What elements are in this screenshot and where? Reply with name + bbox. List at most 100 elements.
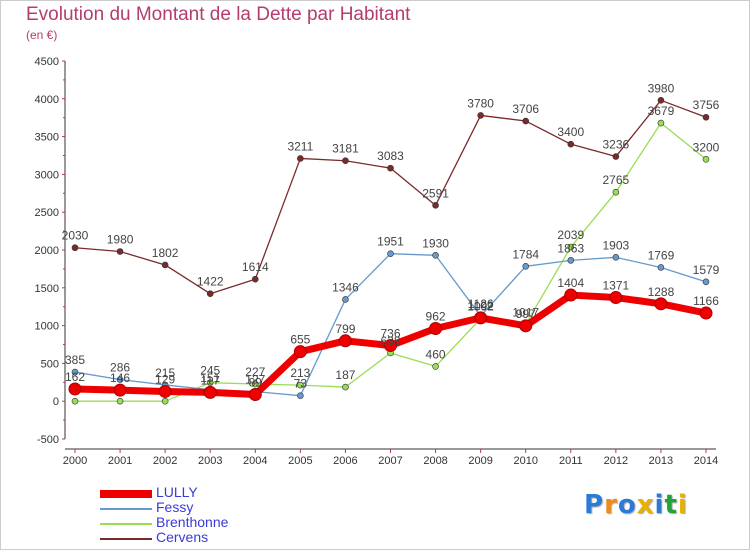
- data-label-cervens: 2591: [422, 186, 449, 200]
- data-label-cervens: 1980: [107, 233, 134, 247]
- y-tick-label: 500: [41, 358, 59, 370]
- data-point-lully: [248, 387, 262, 401]
- data-point-brenthonne: [432, 363, 439, 370]
- data-point-brenthonne: [116, 397, 124, 405]
- legend-item-fessy: Fessy: [100, 499, 340, 517]
- data-label-lully: 146: [110, 371, 130, 385]
- data-label-lully: 1166: [693, 294, 719, 308]
- data-label-lully: 162: [65, 370, 85, 384]
- data-point-lully: [609, 291, 623, 305]
- data-label-fessy: 1579: [693, 263, 720, 277]
- data-label-brenthonne: 2039: [557, 228, 584, 242]
- data-label-fessy: 286: [110, 361, 130, 375]
- data-label-fessy: 1769: [648, 248, 675, 262]
- data-label-brenthonne: 1092: [467, 300, 494, 314]
- data-label-lully: 1102: [468, 299, 494, 313]
- proxiti-logo: Proxiti: [584, 490, 688, 520]
- logo-letter: t: [664, 490, 678, 520]
- data-label-cervens: 3083: [377, 149, 404, 163]
- data-point-cervens: [522, 117, 530, 125]
- x-tick-label: 2003: [198, 455, 222, 467]
- data-label-brenthonne: 213: [290, 366, 310, 380]
- data-point-lully: [654, 297, 668, 311]
- data-point-cervens: [251, 275, 259, 283]
- legend-label-cervens: Cervens: [156, 529, 209, 545]
- data-point-lully: [384, 339, 397, 353]
- logo-letter: i: [654, 490, 665, 520]
- x-tick-label: 2014: [694, 455, 718, 467]
- data-point-fessy: [432, 251, 439, 259]
- data-point-cervens: [657, 97, 665, 104]
- legend-swatch-cervens: [100, 538, 152, 540]
- y-tick-label: 3000: [35, 169, 59, 181]
- data-label-cervens: 3706: [512, 102, 539, 116]
- legend-label-lully: LULLY: [156, 484, 198, 500]
- data-label-brenthonne: 638: [380, 334, 400, 348]
- chart-subtitle: (en €): [26, 28, 58, 42]
- data-label-lully: 736: [380, 327, 400, 341]
- logo-letter: o: [617, 490, 637, 520]
- data-point-fessy: [116, 376, 124, 383]
- data-point-brenthonne: [206, 379, 214, 386]
- y-tick-label: 0: [53, 396, 59, 408]
- y-tick-label: 4000: [35, 94, 59, 106]
- series-line-brenthonne: [74, 122, 707, 402]
- data-label-fessy: 385: [65, 353, 85, 367]
- data-label-cervens: 3236: [603, 138, 630, 152]
- data-point-cervens: [702, 113, 710, 121]
- y-tick-label: 2500: [35, 207, 59, 219]
- chart-title: Evolution du Montant de la Dette par Hab…: [26, 4, 411, 25]
- x-tick-label: 2004: [243, 455, 267, 467]
- data-label-lully: 997: [516, 307, 536, 321]
- data-label-fessy: 1863: [557, 241, 584, 255]
- x-tick-label: 2002: [153, 455, 177, 467]
- data-point-lully: [564, 288, 578, 302]
- data-label-brenthonne: 460: [426, 347, 446, 361]
- x-tick-label: 2011: [559, 455, 583, 467]
- data-label-fessy: 1951: [377, 235, 404, 249]
- x-tick-label: 2010: [513, 455, 537, 467]
- data-label-lully: 1371: [603, 279, 630, 293]
- data-label-fessy: 73: [294, 377, 308, 391]
- data-point-cervens: [161, 261, 169, 269]
- data-point-fessy: [567, 257, 575, 264]
- data-label-cervens: 3181: [332, 142, 359, 156]
- data-point-cervens: [432, 202, 439, 209]
- data-label-lully: 129: [155, 372, 175, 386]
- data-point-fessy: [387, 250, 394, 258]
- data-label-cervens: 3756: [693, 98, 720, 112]
- data-point-fessy: [522, 263, 530, 270]
- data-label-fessy: 127: [245, 373, 265, 387]
- data-point-cervens: [612, 153, 620, 160]
- legend-label-fessy: Fessy: [156, 499, 194, 515]
- data-point-lully: [203, 385, 217, 399]
- legend-item-brenthonne: Brenthonne: [100, 514, 340, 532]
- data-point-brenthonne: [251, 380, 259, 388]
- data-label-cervens: 3780: [467, 96, 494, 110]
- x-tick-label: 2009: [468, 455, 492, 467]
- data-point-brenthonne: [71, 397, 79, 405]
- data-point-cervens: [206, 290, 214, 297]
- logo-letter: x: [636, 490, 655, 520]
- x-tick-label: 2008: [423, 455, 447, 467]
- legend-item-lully: LULLY: [100, 484, 340, 502]
- data-point-cervens: [116, 248, 124, 255]
- data-point-fessy: [702, 278, 710, 286]
- legend-swatch-lully: [100, 490, 152, 498]
- data-label-cervens: 1802: [152, 246, 179, 260]
- x-tick-label: 2012: [604, 455, 628, 467]
- data-label-cervens: 3400: [557, 125, 584, 139]
- y-tick-label: 1000: [35, 321, 59, 333]
- y-tick-label: 2000: [35, 245, 59, 257]
- data-point-lully: [699, 306, 713, 320]
- x-tick-label: 2001: [108, 455, 132, 467]
- logo-letter: r: [604, 490, 618, 520]
- x-tick-label: 2006: [333, 455, 357, 467]
- logo-letter: i: [677, 490, 688, 520]
- data-point-brenthonne: [161, 397, 169, 405]
- data-label-cervens: 1614: [242, 260, 269, 274]
- data-point-brenthonne: [567, 243, 575, 251]
- data-point-brenthonne: [342, 383, 349, 391]
- data-label-cervens: 2030: [62, 229, 89, 243]
